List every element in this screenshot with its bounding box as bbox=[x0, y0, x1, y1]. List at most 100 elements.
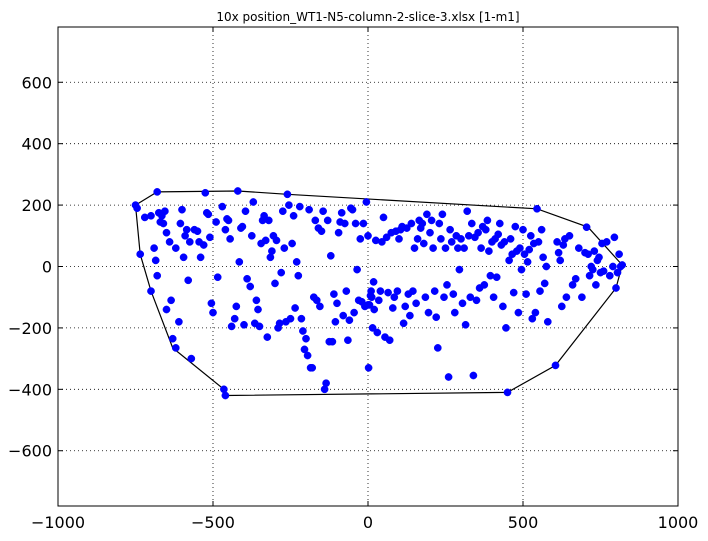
data-point bbox=[271, 279, 279, 288]
data-point bbox=[168, 334, 177, 343]
data-point bbox=[557, 302, 566, 311]
data-point bbox=[460, 244, 468, 252]
data-point bbox=[553, 238, 561, 246]
x-tick-label: −500 bbox=[191, 513, 235, 532]
data-point bbox=[571, 274, 580, 283]
data-point bbox=[312, 296, 321, 305]
data-point bbox=[568, 281, 577, 289]
data-point bbox=[201, 188, 210, 197]
data-point bbox=[449, 290, 458, 298]
data-point bbox=[254, 305, 262, 314]
data-point bbox=[472, 296, 481, 305]
data-point bbox=[264, 216, 273, 225]
data-point bbox=[247, 231, 256, 240]
data-point bbox=[461, 320, 470, 329]
data-point bbox=[151, 256, 160, 265]
data-point bbox=[249, 198, 258, 206]
data-point bbox=[537, 225, 546, 234]
data-point bbox=[294, 271, 303, 280]
data-point bbox=[438, 210, 447, 219]
data-point bbox=[300, 345, 309, 354]
x-tick-label: −1000 bbox=[31, 513, 85, 532]
data-point bbox=[344, 336, 352, 345]
data-point bbox=[494, 230, 503, 239]
data-point bbox=[531, 308, 540, 317]
data-point bbox=[226, 235, 234, 243]
data-point bbox=[554, 248, 563, 257]
data-point bbox=[595, 253, 603, 262]
data-point bbox=[407, 219, 416, 228]
data-point bbox=[364, 363, 373, 372]
data-point bbox=[369, 278, 378, 286]
y-tick-label: −600 bbox=[8, 442, 52, 461]
data-point bbox=[232, 302, 241, 311]
data-point bbox=[385, 336, 394, 345]
data-point bbox=[150, 244, 158, 252]
data-point bbox=[345, 316, 354, 325]
data-point bbox=[176, 219, 185, 228]
data-point bbox=[551, 361, 560, 370]
data-point bbox=[213, 273, 222, 282]
data-point bbox=[179, 253, 188, 262]
data-point bbox=[492, 273, 501, 282]
data-point bbox=[368, 324, 377, 332]
data-point bbox=[578, 293, 586, 302]
data-point bbox=[500, 238, 509, 246]
data-point bbox=[353, 265, 361, 274]
data-point bbox=[588, 265, 597, 274]
data-point bbox=[292, 258, 301, 266]
data-point bbox=[480, 281, 489, 289]
data-point bbox=[457, 235, 465, 243]
data-point bbox=[285, 201, 293, 209]
data-point bbox=[429, 244, 437, 252]
data-point bbox=[328, 337, 337, 346]
data-point bbox=[443, 281, 451, 289]
data-point bbox=[302, 334, 310, 343]
data-point bbox=[364, 231, 372, 240]
data-point bbox=[323, 216, 332, 225]
data-point bbox=[406, 311, 414, 320]
data-point bbox=[618, 261, 627, 269]
data-point bbox=[612, 284, 620, 292]
data-point bbox=[230, 314, 239, 323]
data-point bbox=[477, 244, 485, 252]
data-point bbox=[402, 224, 411, 232]
data-point bbox=[272, 236, 281, 245]
data-point bbox=[288, 239, 296, 248]
data-point bbox=[540, 279, 549, 288]
data-point bbox=[351, 219, 360, 228]
convex-hull bbox=[134, 190, 623, 397]
x-tick-label: 0 bbox=[363, 513, 373, 532]
data-point bbox=[409, 287, 417, 295]
data-point bbox=[463, 207, 472, 216]
data-point bbox=[410, 244, 419, 252]
data-point bbox=[260, 211, 268, 220]
data-point bbox=[283, 190, 292, 199]
y-tick-label: 400 bbox=[21, 135, 52, 154]
y-tick-label: 0 bbox=[42, 258, 52, 277]
y-tick-label: 200 bbox=[21, 196, 52, 215]
x-tick-labels: −1000 −500 0 500 1000 bbox=[31, 513, 698, 532]
data-point bbox=[153, 188, 162, 196]
data-point bbox=[133, 204, 141, 213]
data-point bbox=[367, 293, 376, 302]
x-tick-label: 1000 bbox=[658, 513, 699, 532]
data-point bbox=[136, 250, 145, 259]
data-point bbox=[221, 225, 230, 234]
data-point bbox=[263, 333, 272, 341]
data-point bbox=[340, 219, 349, 228]
data-point bbox=[525, 245, 534, 254]
data-point bbox=[311, 216, 320, 225]
data-point bbox=[610, 233, 619, 242]
data-point bbox=[440, 293, 448, 302]
data-point bbox=[395, 235, 403, 243]
data-point bbox=[542, 262, 551, 271]
data-point bbox=[435, 219, 444, 228]
data-point bbox=[162, 228, 171, 237]
data-point bbox=[384, 288, 392, 297]
y-tick-label: −200 bbox=[8, 319, 52, 338]
data-point bbox=[585, 271, 594, 280]
data-point bbox=[317, 227, 326, 236]
data-point bbox=[185, 238, 194, 246]
